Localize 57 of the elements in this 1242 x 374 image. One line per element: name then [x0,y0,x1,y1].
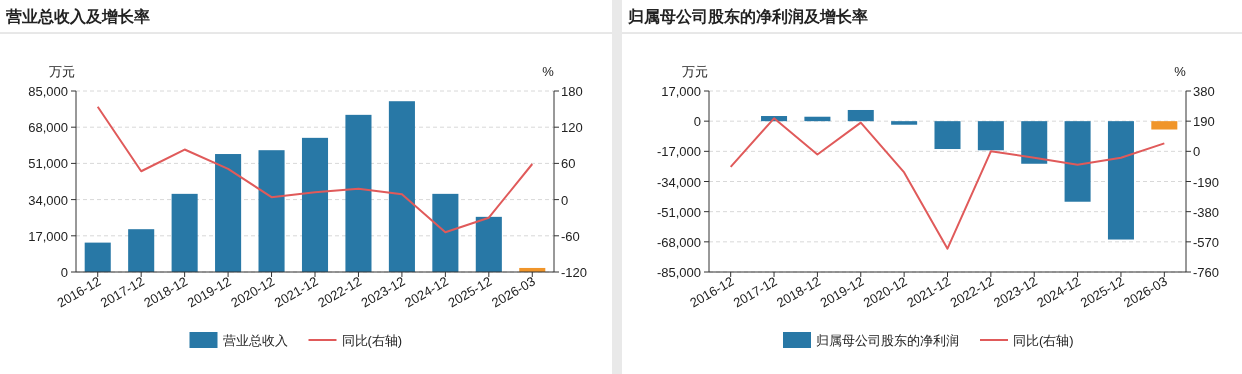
y2-tick-label: 380 [1193,84,1215,99]
bar [215,154,242,272]
bar [1151,121,1178,130]
y2-tick-label: -60 [561,228,580,244]
bar [84,242,111,272]
line-series [729,117,1166,250]
bar [171,193,198,272]
legend-label: 同比(右轴) [1013,333,1074,348]
y-tick-label: 34,000 [28,192,68,208]
y-tick-label: 0 [693,114,701,130]
bar [475,216,502,272]
y2-tick-label: -570 [1193,234,1220,250]
bar [804,116,831,122]
y2-tick-label: 0 [561,192,569,208]
bar [891,121,918,125]
y-tick-label: -51,000 [656,204,701,220]
y-tick-label: 17,000 [661,84,701,99]
chart-title: 营业总收入及增长率 [5,7,150,25]
y-tick-label: -85,000 [656,265,701,280]
y2-tick-label: -190 [1193,174,1220,190]
bar [432,193,459,272]
line-series [96,105,534,234]
bar [258,150,285,272]
y2-tick-label: 180 [561,84,583,99]
bar [301,137,329,272]
y-tick-label: 51,000 [28,156,68,172]
y-tick-label: 0 [60,265,68,280]
bar [847,109,874,122]
y-tick-label: 68,000 [28,120,68,136]
legend-label: 营业总收入 [222,333,288,348]
y-tick-label: -68,000 [656,234,701,250]
bar [1021,121,1048,164]
y-axis-title: 万元 [682,64,708,79]
y2-axis-title: % [542,64,555,79]
legend-label: 同比(右轴) [341,333,403,348]
y2-tick-label: 190 [1193,114,1215,130]
bar [977,121,1004,151]
bar [1064,121,1091,202]
chart-title: 归属母公司股东的净利润及增长率 [627,7,868,25]
y2-tick-label: -120 [561,265,588,280]
bar [345,114,372,272]
y2-tick-label: -380 [1193,204,1220,220]
bar [128,229,155,272]
y-axis-title: 万元 [49,64,75,79]
bar [388,101,415,272]
y2-tick-label: 60 [561,156,576,172]
y-tick-label: -34,000 [656,174,701,190]
y-tick-label: -17,000 [656,144,701,160]
y2-tick-label: -760 [1193,265,1220,280]
y-tick-label: 85,000 [28,84,68,99]
bar [1107,121,1134,240]
y2-tick-label: 120 [561,120,583,136]
y2-tick-label: 0 [1193,144,1201,160]
y-tick-label: 17,000 [28,228,68,244]
legend-label: 归属母公司股东的净利润 [816,333,959,348]
bar [934,121,961,150]
y2-axis-title: % [1174,64,1187,79]
